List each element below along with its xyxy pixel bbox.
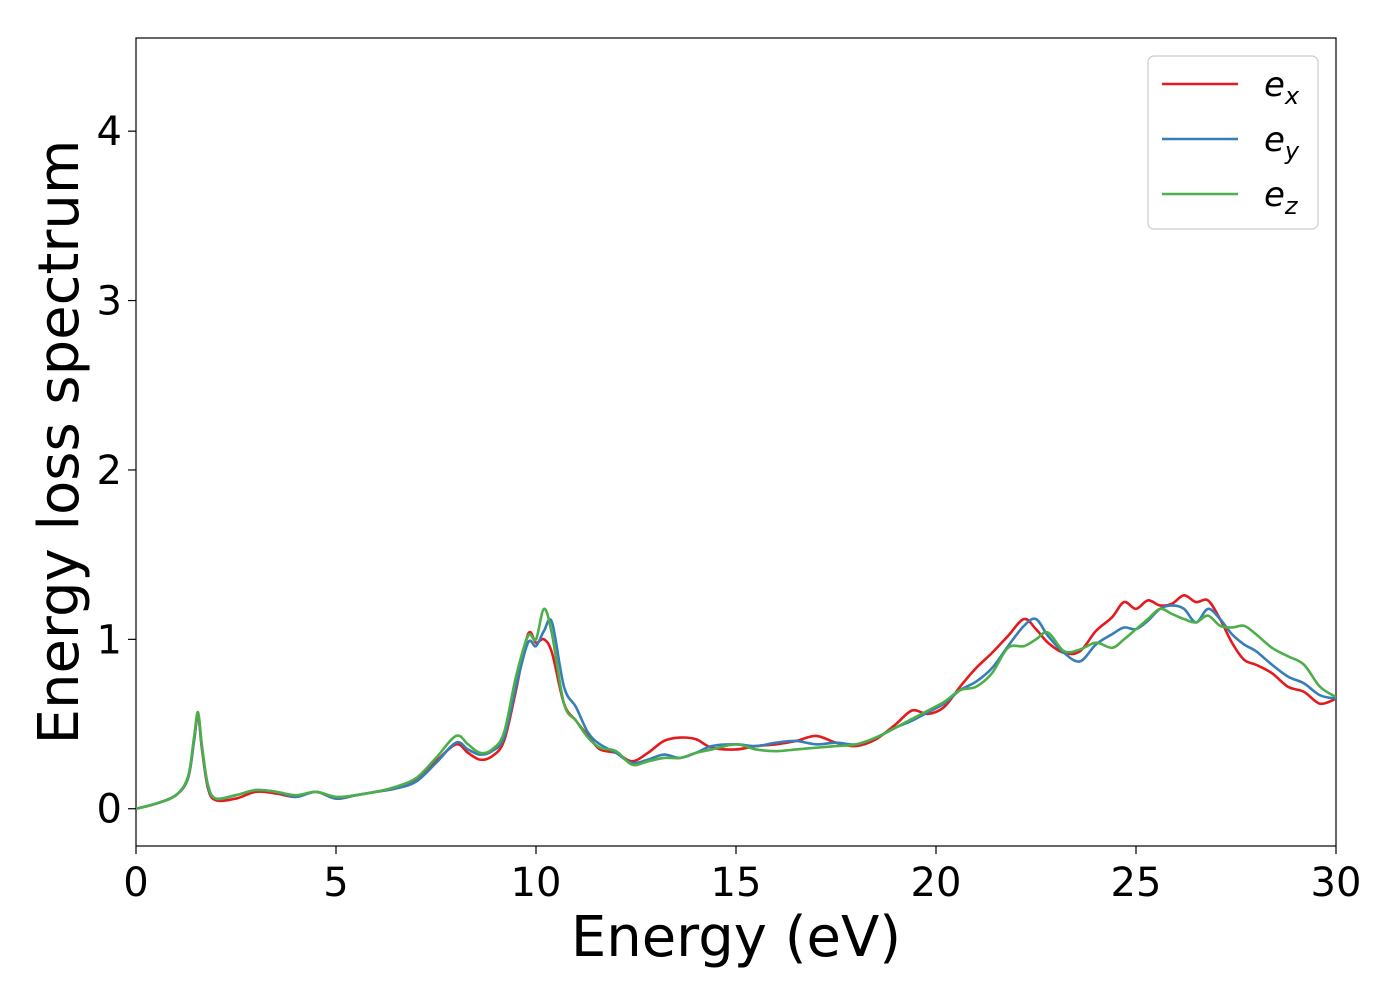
- legend-box: [1147, 55, 1319, 230]
- series-line-z: [136, 607, 1336, 810]
- x-tick-label: 25: [1111, 860, 1162, 906]
- y-axis-ticks: 0 1 2 3 4: [97, 109, 136, 833]
- y-axis-title: Energy loss spectrum: [27, 140, 92, 745]
- x-tick-label: 15: [711, 860, 762, 906]
- legend-label-y: ey: [1264, 120, 1300, 165]
- y-tick-label: 2: [97, 448, 122, 494]
- plot-area: [135, 37, 1337, 847]
- x-tick-label: 10: [511, 860, 562, 906]
- legend-label-main: e: [1264, 65, 1285, 105]
- legend-label-subscript: x: [1284, 82, 1300, 110]
- legend-label-main: e: [1264, 175, 1285, 215]
- x-axis-ticks: 0 5 10 15 20 25 30: [123, 846, 1361, 906]
- y-tick-label: 4: [97, 109, 122, 155]
- legend-label-main: e: [1264, 120, 1285, 160]
- legend-label-subscript: z: [1284, 192, 1299, 220]
- x-tick-label: 30: [1311, 860, 1362, 906]
- y-tick-label: 3: [97, 279, 122, 325]
- x-axis-title: Energy (eV): [571, 905, 901, 970]
- y-tick-label: 1: [97, 617, 122, 663]
- legend-label-x: ex: [1264, 65, 1300, 110]
- x-tick-label: 5: [323, 860, 348, 906]
- legend-label-z: ez: [1264, 175, 1299, 220]
- y-tick-label: 0: [97, 787, 122, 833]
- x-tick-label: 0: [123, 860, 148, 906]
- x-tick-label: 20: [911, 860, 962, 906]
- legend-label-subscript: y: [1284, 137, 1300, 165]
- plot-frame: [135, 37, 1337, 847]
- series-layer: [136, 594, 1336, 810]
